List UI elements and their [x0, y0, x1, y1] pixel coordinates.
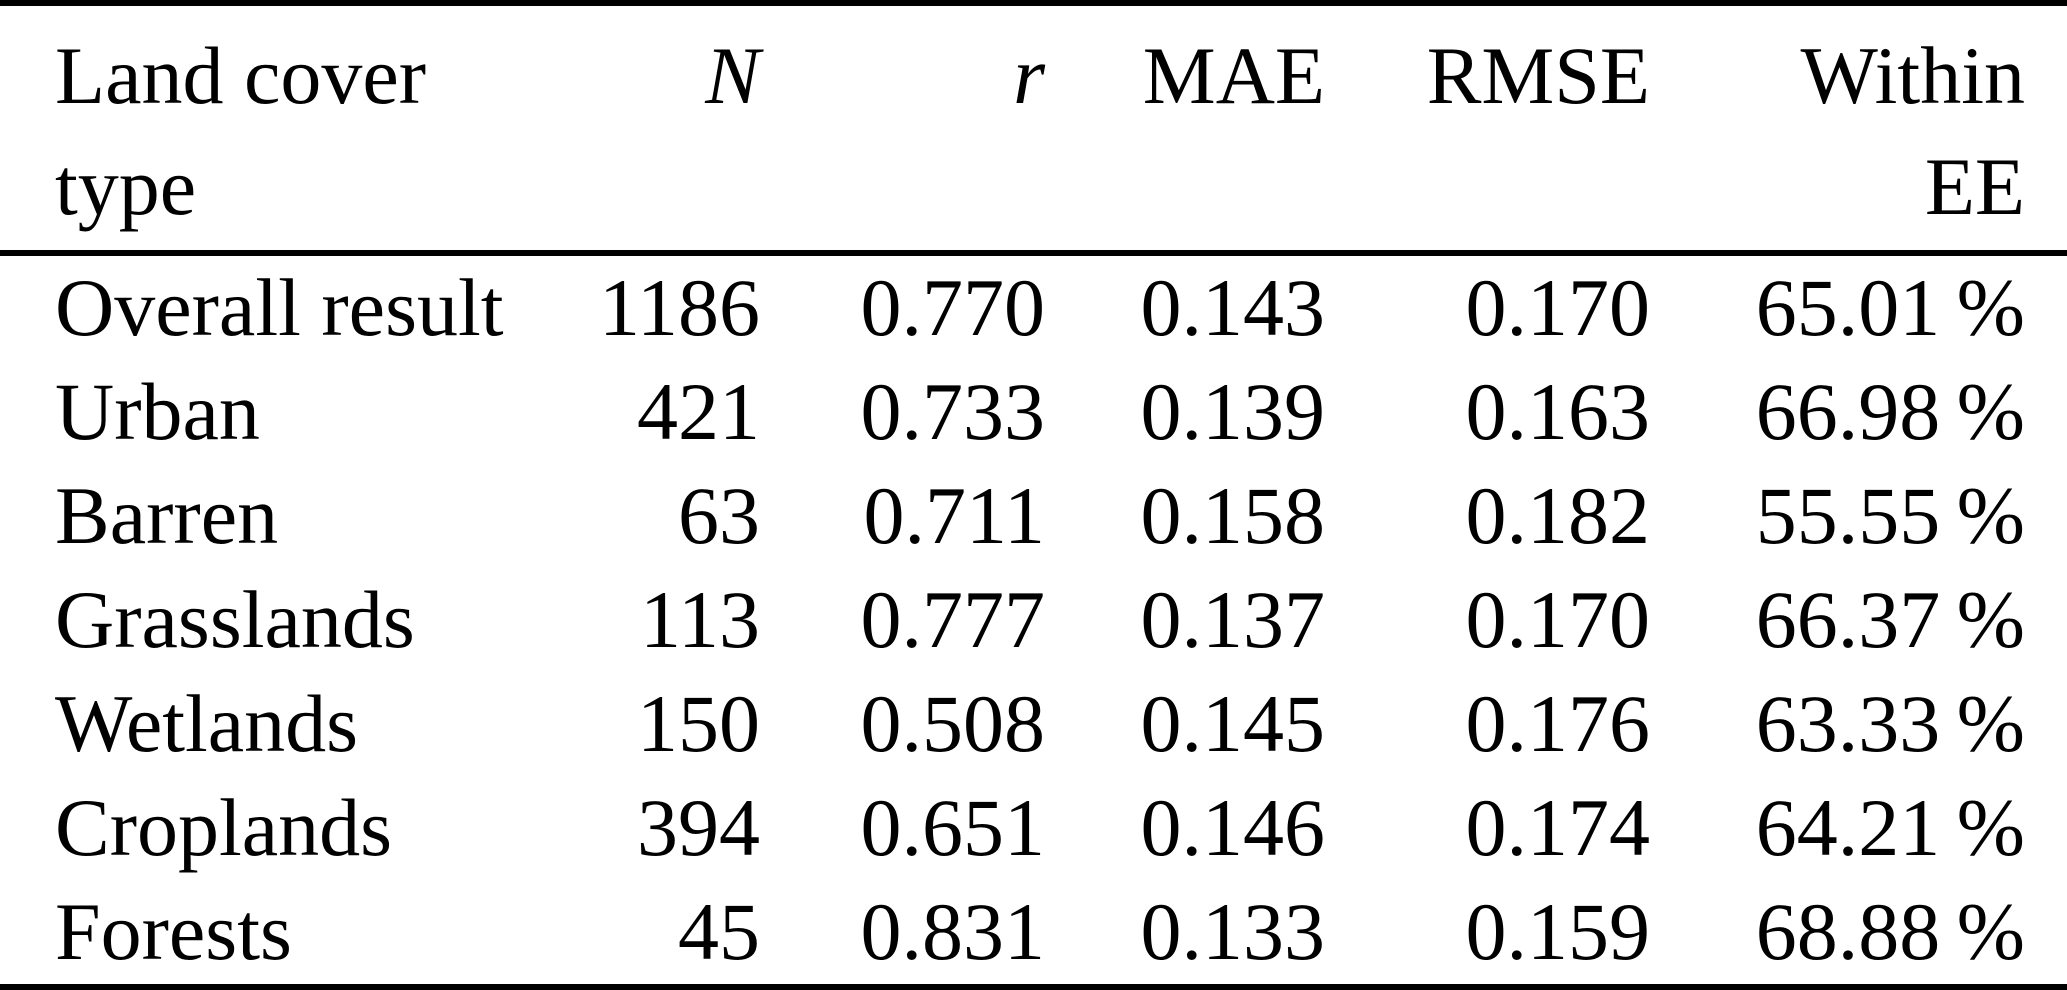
table-cell: 0.711	[863, 470, 1045, 561]
table-cell: 66.98 %	[1755, 366, 2025, 457]
table-cell: 68.88 %	[1755, 886, 2025, 977]
column-header-n: N	[545, 3, 760, 256]
table-cell: 0.770	[860, 262, 1046, 353]
header-row: Land cover type N r MAE RMSE Within EE	[0, 3, 2067, 256]
table-cell: Urban	[55, 366, 260, 457]
table-cell: 55.55 %	[1755, 470, 2025, 561]
table-row: Forests 45 0.831 0.133 0.159 68.88 %	[0, 880, 2067, 987]
table-cell: 63	[678, 470, 760, 561]
table-cell: 0.508	[860, 678, 1046, 769]
column-header-mae: MAE	[1045, 3, 1325, 256]
table-body: Overall result 1186 0.770 0.143 0.170 65…	[0, 253, 2067, 987]
table-cell: 0.733	[860, 366, 1046, 457]
table-cell: 0.831	[860, 886, 1046, 977]
table-cell: 421	[637, 366, 760, 457]
table-cell: Barren	[55, 470, 279, 561]
table-cell: Wetlands	[55, 678, 359, 769]
table-cell: 0.163	[1465, 366, 1651, 457]
column-header-r: r	[760, 3, 1045, 256]
table-cell: 0.139	[1140, 366, 1326, 457]
table-cell: 0.145	[1140, 678, 1326, 769]
table-row: Overall result 1186 0.770 0.143 0.170 65…	[0, 253, 2067, 360]
table-cell: Grasslands	[55, 574, 415, 665]
table-cell: 1186	[599, 262, 760, 353]
column-header-land-cover-type: Land cover type	[0, 3, 545, 256]
table-cell: 0.158	[1140, 470, 1326, 561]
table-cell: 0.170	[1465, 574, 1651, 665]
table-cell: 0.174	[1465, 782, 1651, 873]
table-cell: 0.146	[1140, 782, 1326, 873]
column-header-rmse: RMSE	[1325, 3, 1650, 256]
table-cell: 0.777	[860, 574, 1046, 665]
column-header-within-ee: Within EE	[1650, 3, 2067, 256]
table-row: Urban 421 0.733 0.139 0.163 66.98 %	[0, 360, 2067, 464]
table-cell: 65.01 %	[1755, 262, 2025, 353]
table-row: Croplands 394 0.651 0.146 0.174 64.21 %	[0, 776, 2067, 880]
table-cell: 0.133	[1140, 886, 1326, 977]
table-cell: Overall result	[55, 262, 504, 353]
table-cell: Forests	[55, 886, 292, 977]
table-cell: 394	[637, 782, 760, 873]
table-cell: 150	[637, 678, 760, 769]
table-cell: 64.21 %	[1755, 782, 2025, 873]
table-header: Land cover type N r MAE RMSE Within EE	[0, 3, 2067, 256]
table-cell: 113	[640, 574, 760, 665]
table-cell: 63.33 %	[1755, 678, 2025, 769]
table-row: Grasslands 113 0.777 0.137 0.170 66.37 %	[0, 568, 2067, 672]
table-row: Barren 63 0.711 0.158 0.182 55.55 %	[0, 464, 2067, 568]
table-cell: 0.176	[1465, 678, 1651, 769]
table-cell: 0.182	[1465, 470, 1651, 561]
table-cell: 0.159	[1465, 886, 1651, 977]
table-cell: 45	[678, 886, 760, 977]
table-cell: 0.651	[860, 782, 1046, 873]
table-cell: 0.137	[1140, 574, 1326, 665]
table-cell: 0.143	[1140, 262, 1326, 353]
table-cell: Croplands	[55, 782, 393, 873]
table-cell: 0.170	[1465, 262, 1651, 353]
table-row: Wetlands 150 0.508 0.145 0.176 63.33 %	[0, 672, 2067, 776]
table-cell: 66.37 %	[1755, 574, 2025, 665]
